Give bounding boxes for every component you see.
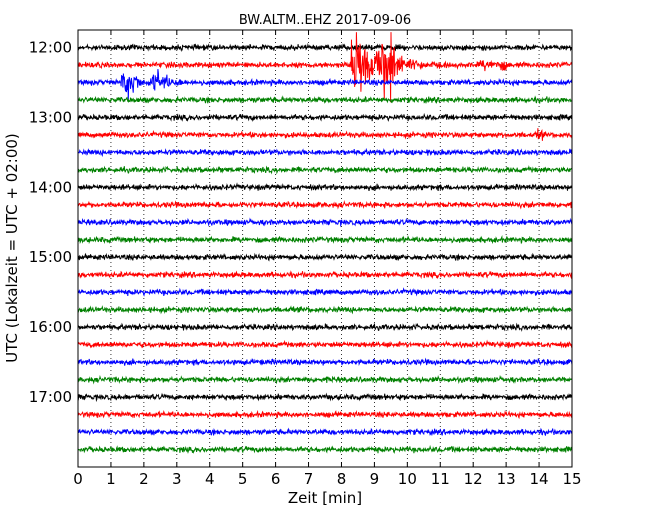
x-tick-label-2: 2 bbox=[139, 470, 149, 488]
x-tick-label-5: 5 bbox=[238, 470, 248, 488]
x-tick-label-10: 10 bbox=[398, 470, 417, 488]
trace-1530 bbox=[78, 287, 572, 297]
traces bbox=[78, 32, 572, 454]
trace-1630 bbox=[78, 357, 572, 367]
trace-1230 bbox=[78, 69, 572, 100]
x-tick-label-7: 7 bbox=[304, 470, 314, 488]
trace-1415 bbox=[78, 200, 572, 210]
x-tick-label-4: 4 bbox=[205, 470, 215, 488]
trace-1545 bbox=[78, 305, 572, 315]
x-tick-label-11: 11 bbox=[431, 470, 450, 488]
y-tick-label-16:00: 16:00 bbox=[29, 318, 72, 336]
trace-1730 bbox=[78, 427, 572, 437]
y-tick-label-17:00: 17:00 bbox=[29, 388, 72, 406]
trace-1645 bbox=[78, 374, 572, 385]
x-tick-label-13: 13 bbox=[497, 470, 516, 488]
trace-1445 bbox=[78, 235, 572, 245]
x-tick-label-9: 9 bbox=[370, 470, 380, 488]
trace-1715 bbox=[78, 409, 572, 420]
grid-lines bbox=[110, 30, 540, 467]
trace-1500 bbox=[78, 252, 572, 262]
x-tick-label-1: 1 bbox=[106, 470, 116, 488]
y-axis: 12:00 13:00 14:00 15:00 16:00 17:00 bbox=[29, 38, 572, 406]
trace-1600 bbox=[78, 322, 572, 332]
y-tick-label-14:00: 14:00 bbox=[29, 178, 72, 196]
y-axis-label: UTC (Lokalzeit = UTC + 02:00) bbox=[3, 133, 21, 363]
x-axis-label: Zeit [min] bbox=[288, 489, 362, 507]
trace-1330 bbox=[78, 147, 572, 158]
x-axis: 0 1 2 3 4 5 6 7 8 9 10 11 12 13 14 15 bbox=[73, 30, 582, 488]
x-tick-label-3: 3 bbox=[172, 470, 182, 488]
x-tick-label-14: 14 bbox=[530, 470, 549, 488]
trace-1315 bbox=[78, 128, 572, 141]
trace-1400 bbox=[78, 182, 572, 192]
x-tick-label-15: 15 bbox=[562, 470, 581, 488]
x-tick-label-8: 8 bbox=[337, 470, 347, 488]
x-tick-label-6: 6 bbox=[271, 470, 281, 488]
trace-1700 bbox=[78, 392, 572, 403]
trace-1615 bbox=[78, 339, 572, 350]
y-tick-label-13:00: 13:00 bbox=[29, 108, 72, 126]
plot-frame bbox=[77, 29, 573, 468]
trace-1300 bbox=[78, 112, 572, 123]
trace-1200 bbox=[78, 42, 572, 52]
plot-area bbox=[78, 32, 572, 454]
trace-1515 bbox=[78, 270, 572, 280]
y-tick-label-12:00: 12:00 bbox=[29, 38, 72, 56]
y-tick-label-15:00: 15:00 bbox=[29, 248, 72, 266]
x-tick-label-12: 12 bbox=[464, 470, 483, 488]
chart-title: BW.ALTM..EHZ 2017-09-06 bbox=[239, 13, 411, 28]
trace-1215 bbox=[78, 32, 572, 103]
trace-1345 bbox=[78, 165, 572, 175]
x-tick-label-0: 0 bbox=[73, 470, 83, 488]
trace-1745 bbox=[78, 444, 572, 454]
trace-1245 bbox=[78, 95, 572, 105]
trace-1430 bbox=[78, 217, 572, 228]
